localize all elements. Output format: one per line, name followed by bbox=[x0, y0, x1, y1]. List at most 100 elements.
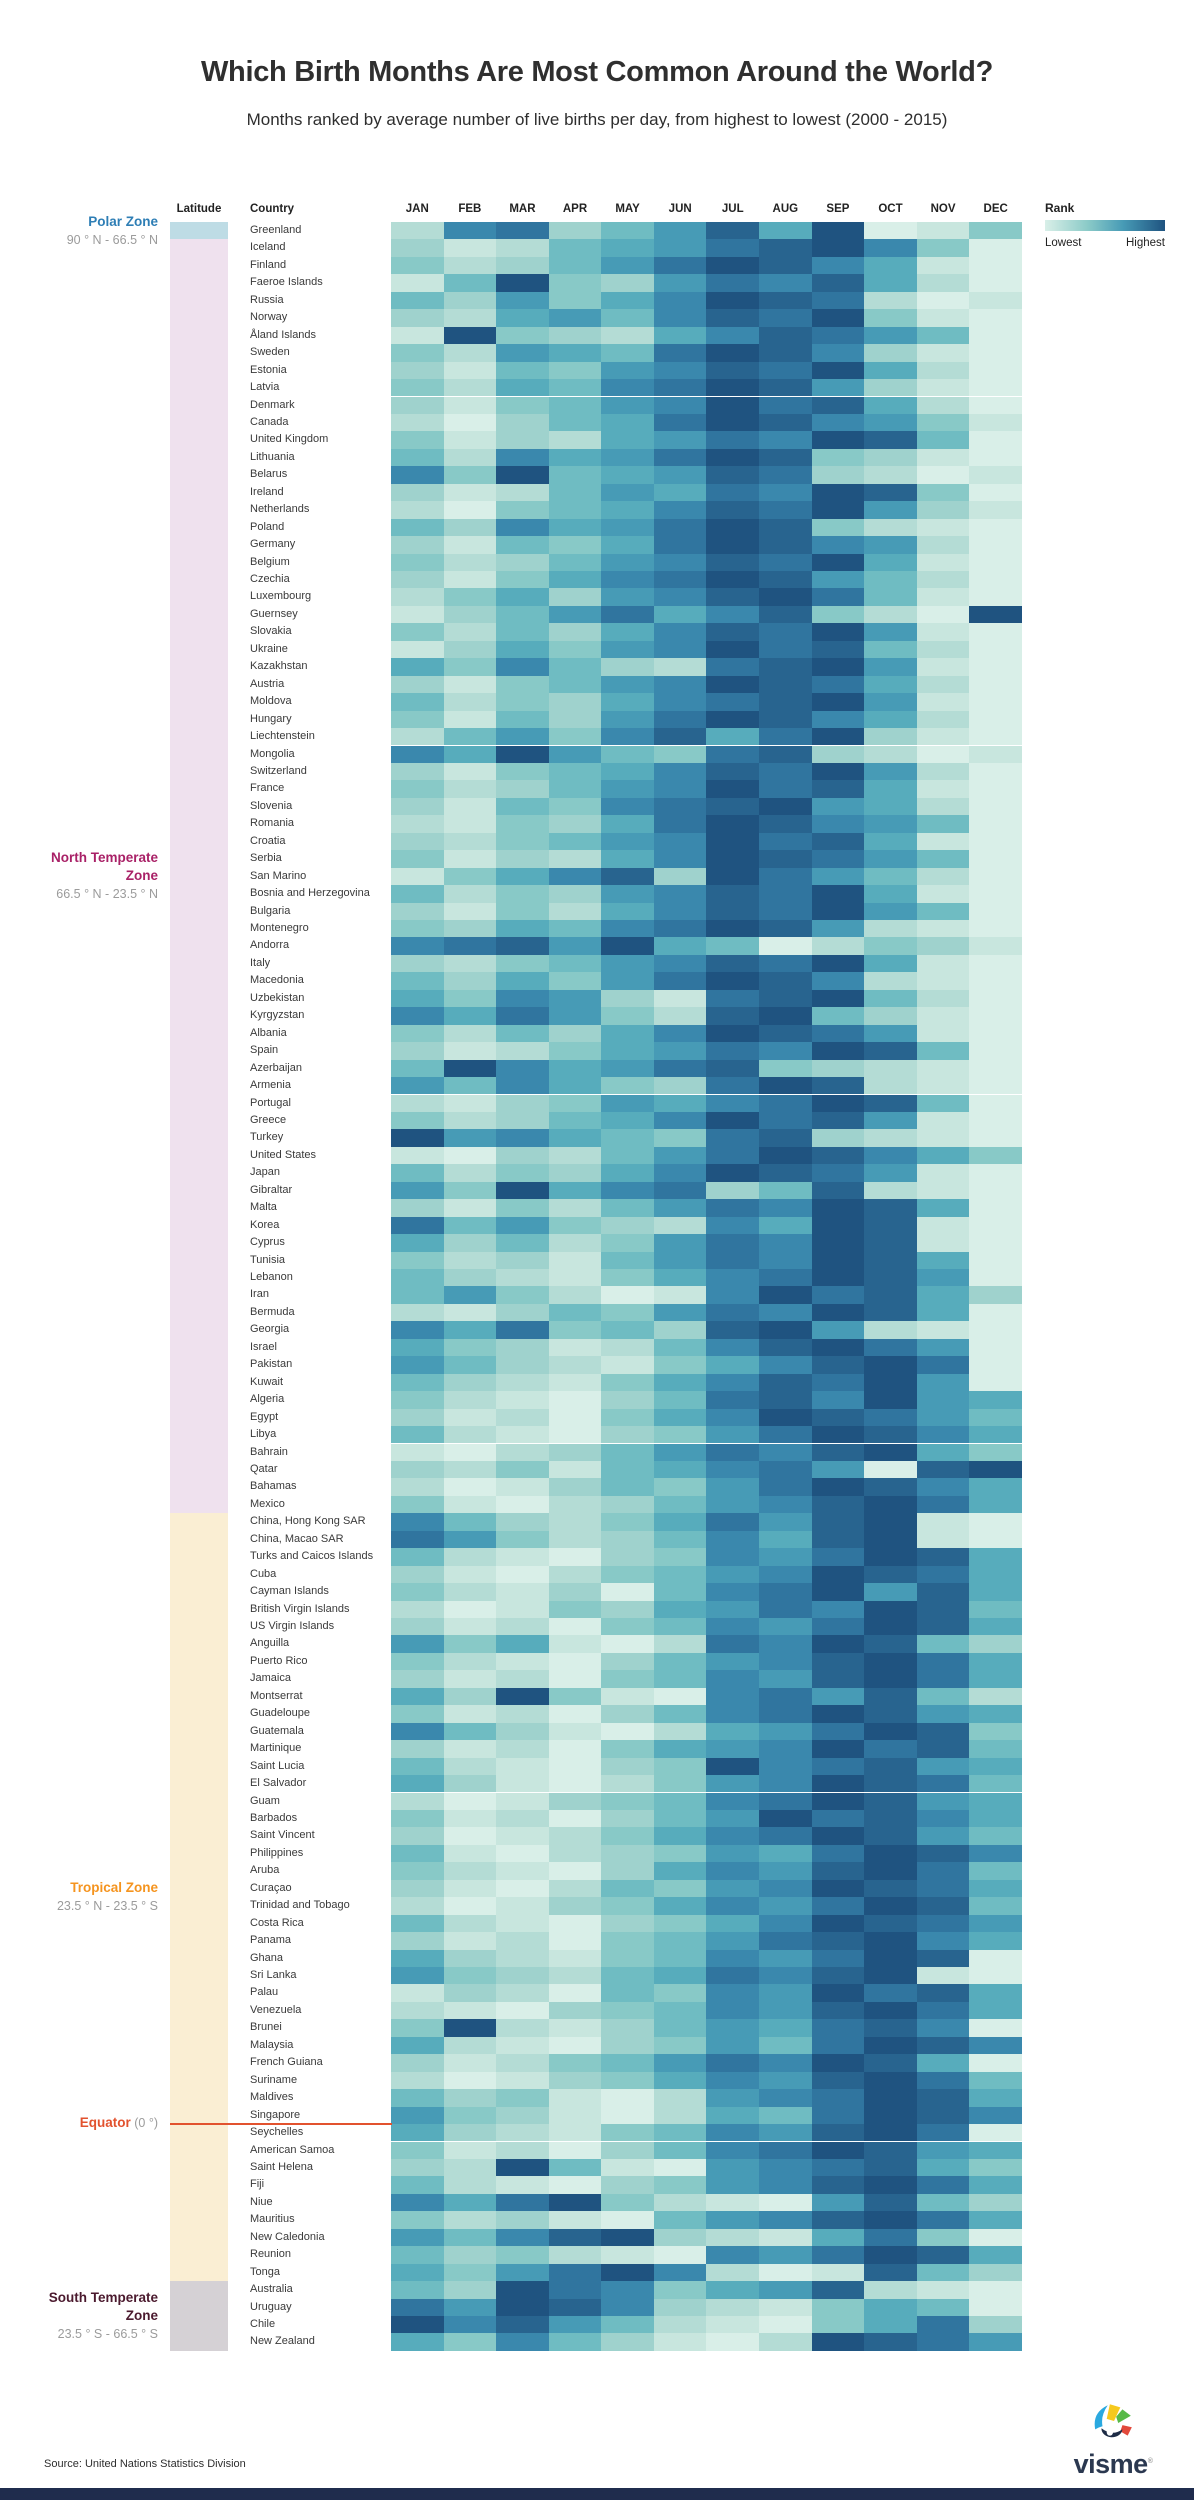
heatmap-cell bbox=[706, 1548, 760, 1566]
country-label: Suriname bbox=[250, 2073, 298, 2086]
heatmap-cell bbox=[706, 1984, 760, 2002]
heatmap-cell bbox=[601, 1426, 654, 1444]
heatmap-cell bbox=[548, 1932, 602, 1950]
heatmap-cell bbox=[548, 2071, 602, 2090]
heatmap-cell bbox=[548, 954, 602, 973]
heatmap-cell bbox=[653, 1530, 707, 1549]
zone-label: South Temperate Zone 23.5 ° S - 66.5 ° S bbox=[0, 2289, 158, 2343]
table-row bbox=[391, 2176, 1022, 2194]
heatmap-cell bbox=[706, 1844, 760, 1863]
table-row bbox=[391, 885, 1022, 903]
heatmap-cell bbox=[443, 1775, 497, 1793]
heatmap-cell bbox=[811, 815, 865, 833]
heatmap-cell bbox=[864, 1809, 917, 1828]
heatmap-cell bbox=[969, 344, 1022, 362]
month-header: AUG bbox=[772, 203, 799, 215]
heatmap-cell bbox=[864, 710, 917, 729]
heatmap-cell bbox=[496, 1338, 549, 1357]
heatmap-cell bbox=[443, 2089, 497, 2107]
heatmap-cell bbox=[706, 710, 760, 729]
heatmap-cell bbox=[969, 675, 1022, 694]
heatmap-cell bbox=[811, 1687, 865, 1706]
heatmap-cell bbox=[443, 396, 497, 414]
heatmap-cell bbox=[653, 2141, 707, 2159]
heatmap-cell bbox=[391, 954, 444, 973]
heatmap-cell bbox=[916, 1530, 970, 1549]
heatmap-cell bbox=[706, 2298, 760, 2316]
heatmap-cell bbox=[759, 379, 812, 397]
visme-logo: visme® bbox=[1058, 2400, 1168, 2478]
heatmap-cell bbox=[759, 902, 812, 920]
heatmap-cell bbox=[496, 344, 549, 362]
heatmap-cell bbox=[811, 2071, 865, 2090]
heatmap-cell bbox=[443, 1286, 497, 1304]
table-row bbox=[391, 1914, 1022, 1933]
heatmap-cell bbox=[443, 1460, 497, 1479]
heatmap-cell bbox=[916, 850, 970, 868]
heatmap-cell bbox=[969, 972, 1022, 990]
month-header: MAY bbox=[615, 203, 640, 215]
heatmap-cell bbox=[601, 274, 654, 292]
heatmap-cell bbox=[443, 448, 497, 467]
heatmap-cell bbox=[548, 1408, 602, 1427]
heatmap-cell bbox=[969, 309, 1022, 327]
heatmap-cell bbox=[864, 1722, 917, 1741]
heatmap-cell bbox=[443, 2001, 497, 2020]
heatmap-cell bbox=[864, 1478, 917, 1496]
heatmap-cell bbox=[811, 2089, 865, 2107]
heatmap-cell bbox=[496, 1391, 549, 1409]
country-label: Estonia bbox=[250, 363, 287, 376]
heatmap-cell bbox=[548, 1356, 602, 1374]
heatmap-cell bbox=[601, 1478, 654, 1496]
heatmap-cell bbox=[601, 1303, 654, 1322]
heatmap-cell bbox=[759, 466, 812, 484]
heatmap-cell bbox=[706, 885, 760, 903]
heatmap-cell bbox=[706, 1740, 760, 1758]
heatmap-cell bbox=[759, 640, 812, 659]
heatmap-cell bbox=[759, 1042, 812, 1060]
heatmap-cell bbox=[706, 1618, 760, 1636]
source-note: Source: United Nations Statistics Divisi… bbox=[44, 2458, 246, 2470]
country-label: Albania bbox=[250, 1026, 287, 1039]
country-label: Uruguay bbox=[250, 2300, 292, 2313]
heatmap-cell bbox=[969, 1565, 1022, 1584]
heatmap-cell bbox=[759, 675, 812, 694]
table-row bbox=[391, 396, 1022, 414]
heatmap-cell bbox=[443, 1705, 497, 1723]
heatmap-cell bbox=[496, 1652, 549, 1671]
heatmap-cell bbox=[811, 675, 865, 694]
heatmap-cell bbox=[864, 762, 917, 781]
heatmap-cell bbox=[706, 431, 760, 449]
heatmap-cell bbox=[916, 1129, 970, 1147]
country-label: United Kingdom bbox=[250, 433, 329, 446]
heatmap-cell bbox=[969, 518, 1022, 537]
heatmap-cell bbox=[864, 1967, 917, 1985]
heatmap-cell bbox=[864, 1583, 917, 1601]
heatmap-cell bbox=[653, 623, 707, 641]
heatmap-cell bbox=[548, 1722, 602, 1741]
heatmap-cell bbox=[916, 326, 970, 345]
heatmap-cell bbox=[548, 2211, 602, 2229]
heatmap-cell bbox=[811, 2316, 865, 2334]
heatmap-cell bbox=[391, 1879, 444, 1898]
country-label: Azerbaijan bbox=[250, 1061, 302, 1074]
heatmap-cell bbox=[706, 1146, 760, 1165]
table-row bbox=[391, 1600, 1022, 1618]
heatmap-cell bbox=[759, 972, 812, 990]
heatmap-cell bbox=[391, 1007, 444, 1025]
heatmap-cell bbox=[706, 1862, 760, 1880]
heatmap-cell bbox=[496, 2001, 549, 2020]
heatmap-cell bbox=[811, 745, 865, 763]
heatmap-cell bbox=[653, 832, 707, 851]
heatmap-cell bbox=[496, 1740, 549, 1758]
heatmap-cell bbox=[496, 1827, 549, 1845]
heatmap-cell bbox=[443, 2263, 497, 2282]
heatmap-cell bbox=[969, 1443, 1022, 1461]
heatmap-cell bbox=[706, 1722, 760, 1741]
heatmap-cell bbox=[811, 1408, 865, 1427]
heatmap-cell bbox=[391, 326, 444, 345]
table-row bbox=[391, 1024, 1022, 1043]
heatmap-cell bbox=[706, 309, 760, 327]
country-label: Armenia bbox=[250, 1079, 291, 1092]
heatmap-cell bbox=[811, 1460, 865, 1479]
